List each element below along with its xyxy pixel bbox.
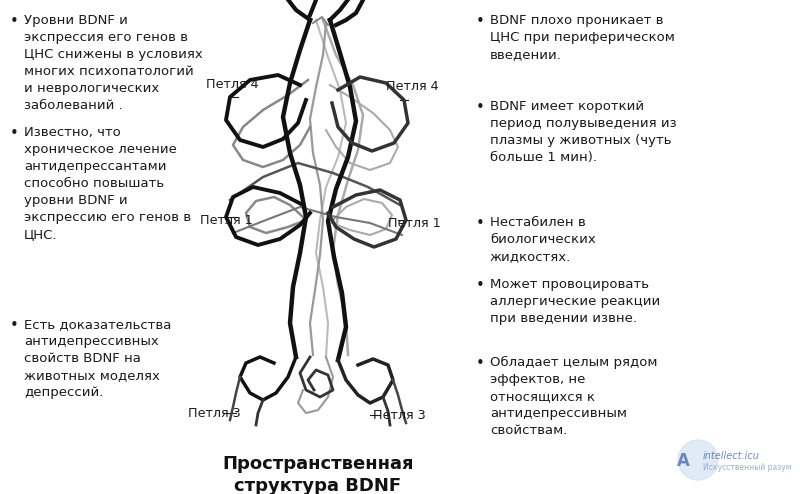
Text: BDNF плохо проникает в
ЦНС при периферическом
введении.: BDNF плохо проникает в ЦНС при периферич… [490, 14, 675, 61]
Text: Обладает целым рядом
эффектов, не
относящихся к
антидепрессивным
свойствам.: Обладает целым рядом эффектов, не относя… [490, 356, 658, 437]
Text: •: • [476, 278, 485, 293]
Text: Петля 1: Петля 1 [200, 213, 253, 227]
Text: Петля 4: Петля 4 [386, 81, 438, 93]
Text: •: • [476, 216, 485, 231]
Text: A: A [677, 452, 690, 470]
Text: Искусственный разум: Искусственный разум [703, 462, 792, 471]
Text: Петля 1: Петля 1 [388, 216, 441, 230]
Text: BDNF имеет короткий
период полувыведения из
плазмы у животных (чуть
больше 1 мин: BDNF имеет короткий период полувыведения… [490, 100, 677, 164]
Text: Пространственная
структура BDNF: Пространственная структура BDNF [222, 455, 414, 494]
Text: Петля 4: Петля 4 [206, 79, 258, 91]
Circle shape [678, 440, 718, 480]
Text: Есть доказательства
антидепрессивных
свойств BDNF на
животных моделях
депрессий.: Есть доказательства антидепрессивных сво… [24, 318, 171, 399]
Text: Нестабилен в
биологических
жидкостях.: Нестабилен в биологических жидкостях. [490, 216, 596, 263]
Text: •: • [476, 356, 485, 371]
Text: •: • [476, 14, 485, 29]
Text: Известно, что
хроническое лечение
антидепрессантами
способно повышать
уровни BDN: Известно, что хроническое лечение антиде… [24, 126, 191, 241]
Text: •: • [10, 318, 18, 333]
Text: intellect.icu: intellect.icu [703, 451, 760, 461]
Text: Может провоцировать
аллергические реакции
при введении извне.: Может провоцировать аллергические реакци… [490, 278, 660, 325]
Text: Петля 3: Петля 3 [373, 409, 426, 421]
Text: •: • [476, 100, 485, 115]
Text: Петля 3: Петля 3 [188, 407, 241, 419]
Text: Уровни BDNF и
экспрессия его генов в
ЦНС снижены в условиях
многих психопатологи: Уровни BDNF и экспрессия его генов в ЦНС… [24, 14, 202, 112]
Text: •: • [10, 126, 18, 141]
Text: •: • [10, 14, 18, 29]
